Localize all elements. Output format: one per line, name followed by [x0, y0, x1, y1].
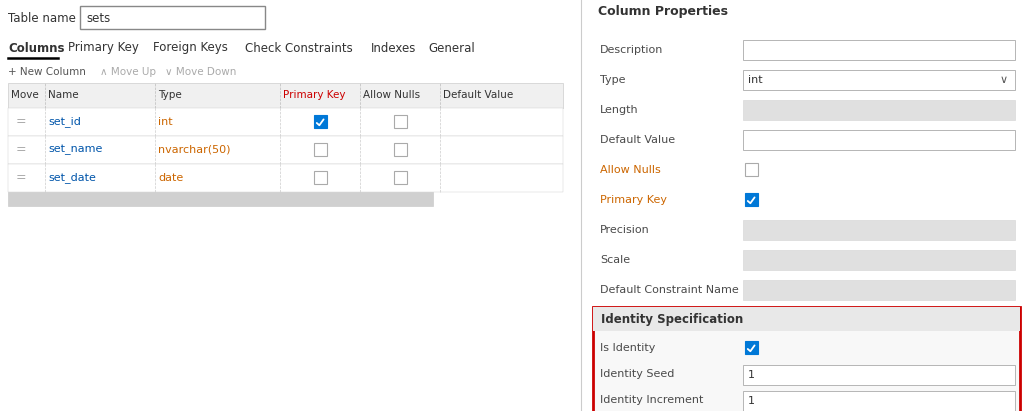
- Bar: [394, 115, 407, 129]
- Text: Column Properties: Column Properties: [598, 5, 728, 18]
- Text: Is Identity: Is Identity: [600, 343, 655, 353]
- Text: Foreign Keys: Foreign Keys: [153, 42, 229, 55]
- Text: Identity Specification: Identity Specification: [601, 312, 743, 326]
- Text: Type: Type: [158, 90, 181, 101]
- Text: Allow Nulls: Allow Nulls: [600, 165, 661, 175]
- Bar: [743, 130, 1015, 150]
- Bar: [743, 40, 1015, 60]
- Text: 1: 1: [748, 396, 755, 406]
- Text: date: date: [158, 173, 183, 183]
- Bar: [743, 280, 1015, 300]
- Bar: [593, 307, 1020, 411]
- Text: =: =: [16, 143, 27, 157]
- Text: Move: Move: [11, 90, 39, 101]
- Bar: [8, 192, 433, 206]
- Bar: [394, 143, 407, 157]
- Text: set_date: set_date: [48, 173, 96, 183]
- Text: int: int: [158, 117, 172, 127]
- Text: Allow Nulls: Allow Nulls: [363, 90, 420, 101]
- Bar: [394, 171, 407, 185]
- Bar: [8, 108, 563, 136]
- Bar: [743, 220, 1015, 240]
- Text: Primary Key: Primary Key: [600, 195, 667, 205]
- Text: nvarchar(50): nvarchar(50): [158, 145, 231, 155]
- Text: Default Value: Default Value: [443, 90, 514, 101]
- Text: Description: Description: [600, 45, 663, 55]
- Text: Scale: Scale: [600, 255, 630, 265]
- Text: ∨: ∨: [1000, 75, 1009, 85]
- Bar: [314, 143, 327, 157]
- Text: Check Constraints: Check Constraints: [245, 42, 353, 55]
- Bar: [744, 164, 757, 176]
- Bar: [744, 194, 757, 206]
- Text: int: int: [748, 75, 763, 85]
- Text: =: =: [16, 171, 27, 185]
- Bar: [743, 250, 1015, 270]
- Text: Primary Key: Primary Key: [283, 90, 345, 101]
- Bar: [743, 391, 1015, 411]
- Text: =: =: [16, 115, 27, 129]
- Bar: [743, 365, 1015, 385]
- Text: ∧ Move Up: ∧ Move Up: [100, 67, 156, 77]
- Text: Name: Name: [48, 90, 79, 101]
- Text: Default Constraint Name: Default Constraint Name: [600, 285, 739, 295]
- Text: set_id: set_id: [48, 117, 81, 127]
- Bar: [314, 115, 327, 129]
- Bar: [8, 164, 563, 192]
- Text: Indexes: Indexes: [370, 42, 416, 55]
- Text: + New Column: + New Column: [8, 67, 86, 77]
- Text: General: General: [428, 42, 475, 55]
- Text: Identity Increment: Identity Increment: [600, 395, 703, 405]
- Bar: [80, 6, 265, 29]
- Text: Primary Key: Primary Key: [69, 42, 139, 55]
- Text: Identity Seed: Identity Seed: [600, 369, 674, 379]
- Text: Precision: Precision: [600, 225, 650, 235]
- Text: Length: Length: [600, 105, 639, 115]
- Text: set_name: set_name: [48, 145, 102, 155]
- Text: Type: Type: [600, 75, 625, 85]
- Bar: [743, 100, 1015, 120]
- Text: 1: 1: [748, 370, 755, 380]
- Text: sets: sets: [86, 12, 111, 25]
- Bar: [8, 83, 563, 108]
- Text: ∨ Move Down: ∨ Move Down: [165, 67, 237, 77]
- Bar: [8, 136, 563, 164]
- Bar: [743, 70, 1015, 90]
- Bar: [593, 307, 1020, 331]
- Text: Default Value: Default Value: [600, 135, 675, 145]
- Text: Table name: Table name: [8, 12, 76, 25]
- Bar: [744, 342, 757, 355]
- Bar: [314, 171, 327, 185]
- Text: Columns: Columns: [8, 42, 65, 55]
